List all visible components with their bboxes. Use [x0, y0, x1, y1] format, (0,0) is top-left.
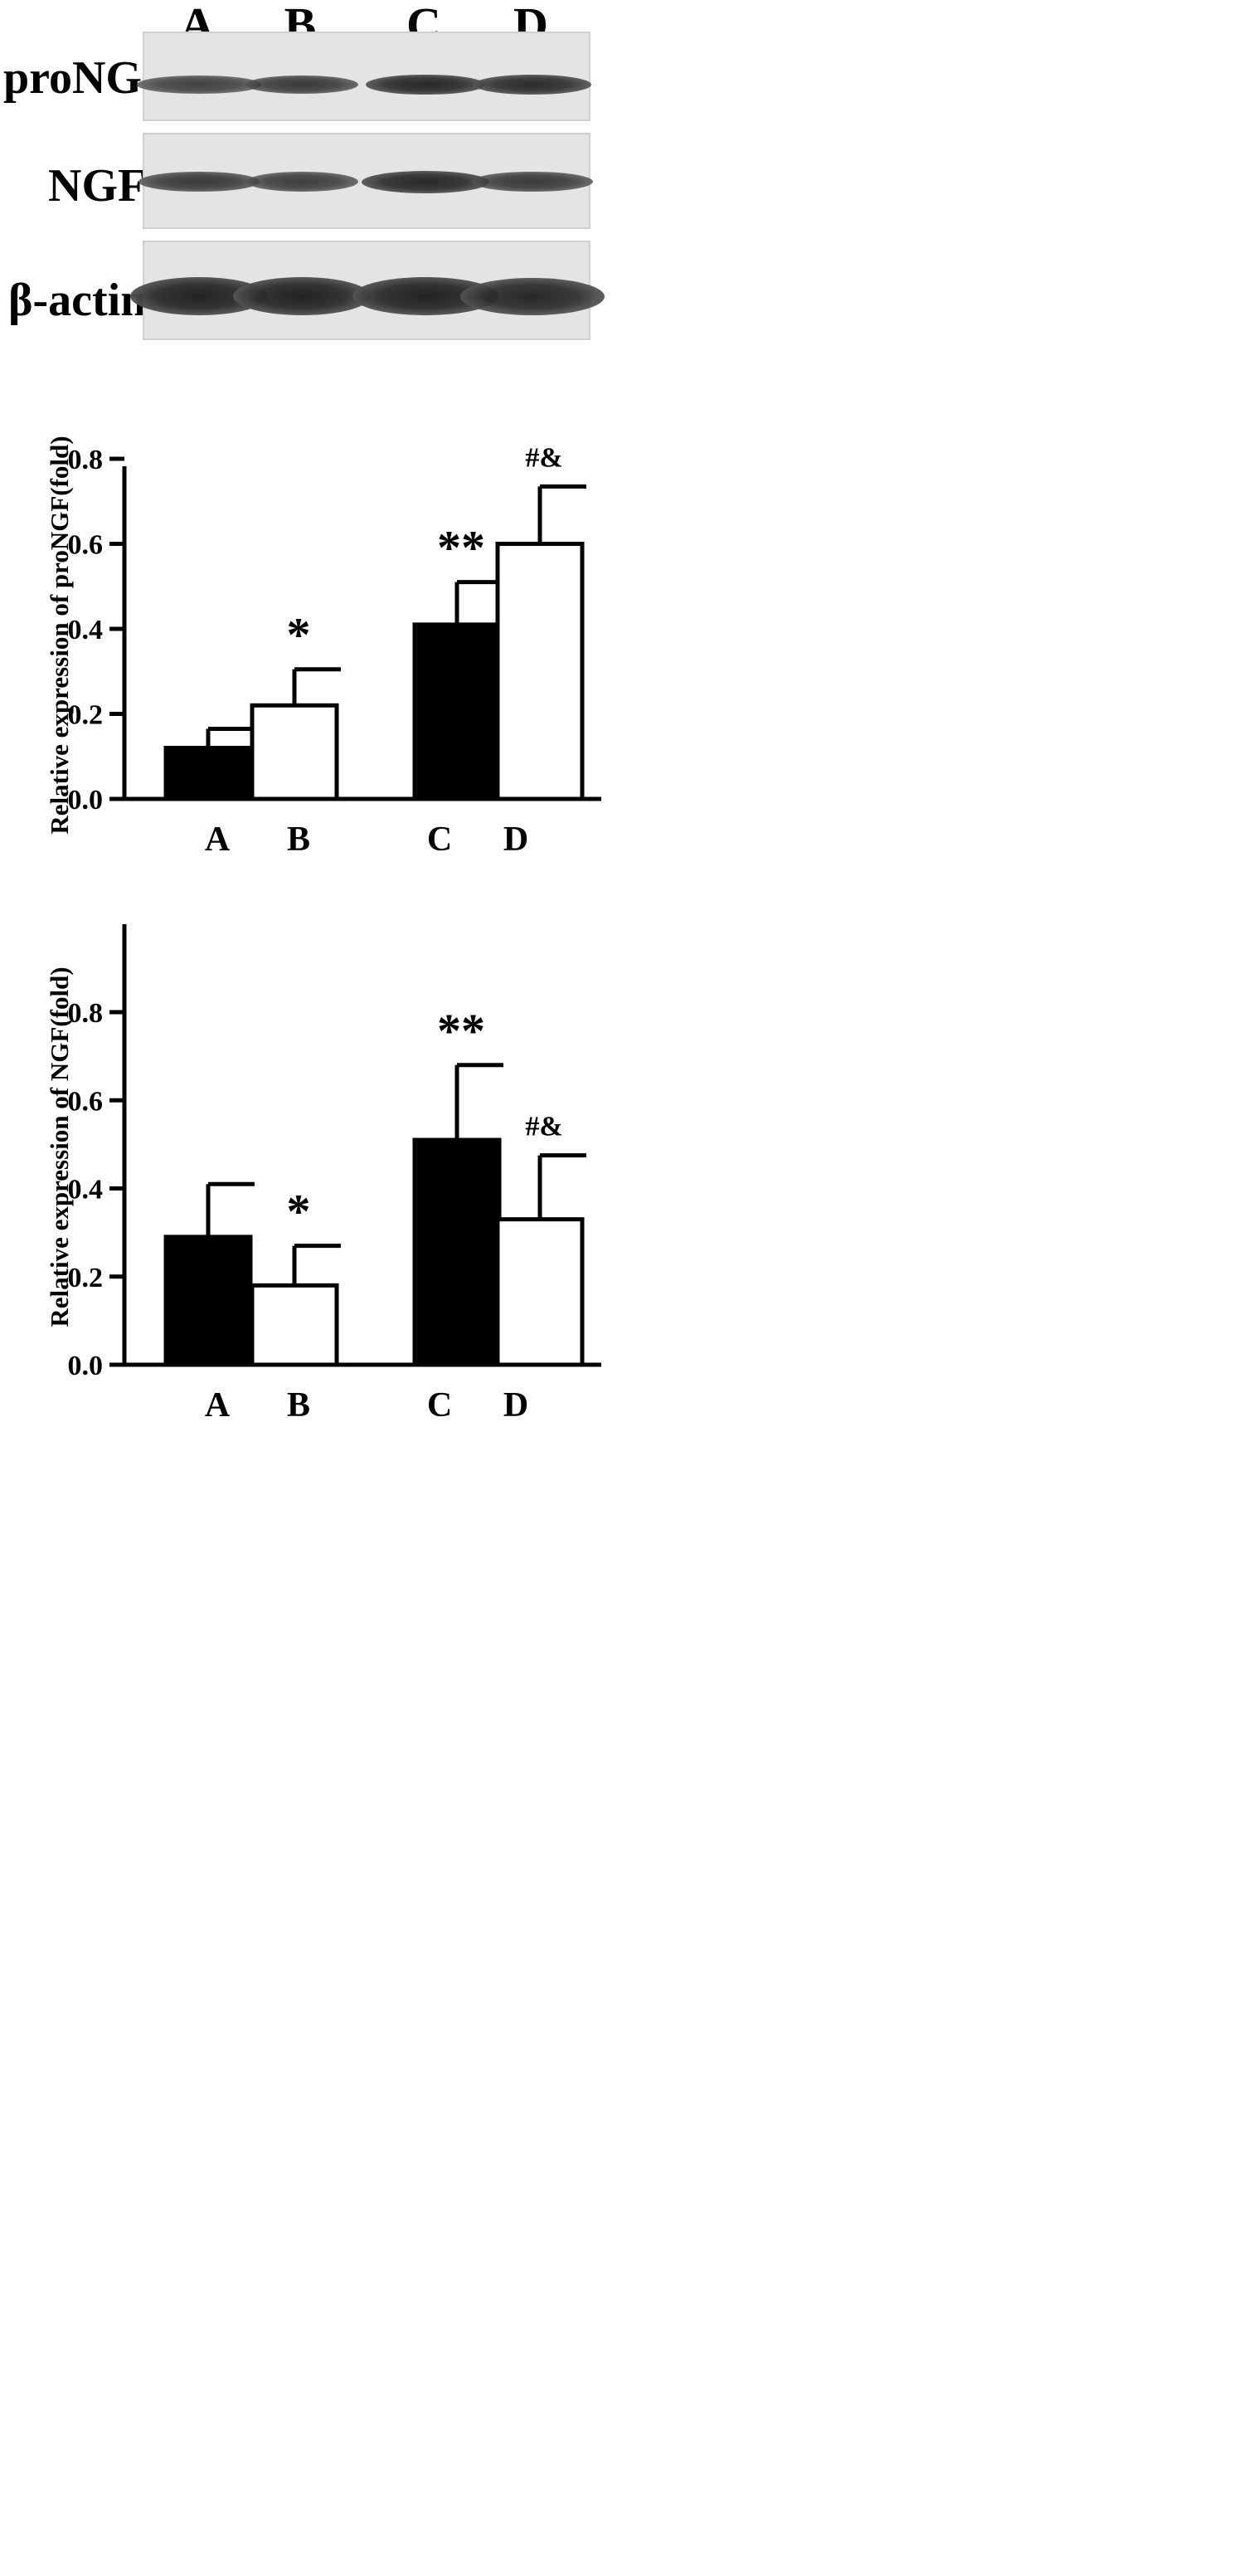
- significance-annotation: *: [287, 1185, 311, 1239]
- bar-c: [412, 622, 502, 801]
- significance-annotation: **: [437, 1004, 485, 1058]
- significance-annotation: *: [287, 608, 311, 662]
- x-tick-label: D: [503, 821, 528, 859]
- y-tick-label: 0.8: [68, 998, 104, 1029]
- y-tick-label: 0.2: [68, 700, 104, 731]
- blot-band: [460, 277, 605, 315]
- bar-a: [163, 1234, 253, 1367]
- y-tick-label: 0.6: [68, 1086, 104, 1117]
- y-axis-label: Relative expression of NGF(fold): [45, 967, 74, 1327]
- bar-b: [250, 703, 339, 801]
- y-tick-label: 0.6: [68, 530, 104, 561]
- significance-annotation: #&: [525, 1112, 562, 1142]
- significance-annotation: #&: [525, 442, 562, 473]
- blot-band: [473, 74, 592, 95]
- bar-a: [163, 746, 253, 801]
- bar-c: [412, 1137, 502, 1367]
- blot-band: [365, 74, 486, 95]
- y-tick-label: 0.8: [68, 445, 104, 475]
- bar-d: [495, 542, 585, 801]
- x-tick-label: C: [427, 1386, 452, 1424]
- blot-row-label-beta-actin: β-actin: [8, 275, 147, 326]
- y-tick-label: 0.4: [68, 1175, 104, 1205]
- blot-band: [138, 171, 260, 192]
- blot-panel: [130, 241, 605, 340]
- x-tick-label: C: [427, 821, 452, 859]
- y-axis-label: Relative expression of proNGF(fold): [45, 436, 74, 834]
- x-tick-label: D: [503, 1386, 528, 1424]
- x-tick-label: B: [287, 1386, 310, 1424]
- blot-band: [472, 171, 593, 192]
- x-tick-label: B: [287, 821, 310, 859]
- blot-panel: [138, 133, 593, 229]
- blot-panel: [136, 32, 592, 121]
- y-tick-label: 0.2: [68, 1263, 104, 1293]
- blot-band: [245, 75, 359, 95]
- y-tick-label: 0.4: [68, 615, 104, 645]
- blot-row-label-prongf: proNGF: [3, 52, 171, 104]
- bar-d: [495, 1217, 585, 1367]
- blot-band: [233, 277, 371, 315]
- bar-b: [250, 1283, 339, 1367]
- x-tick-label: A: [205, 821, 231, 859]
- blot-band: [362, 170, 489, 193]
- significance-annotation: **: [437, 521, 485, 575]
- blot-band: [136, 75, 262, 94]
- y-tick-label: 0.0: [68, 785, 104, 816]
- x-tick-label: A: [205, 1386, 231, 1424]
- blot-band: [245, 172, 358, 192]
- blot-row-label-ngf: NGF: [48, 160, 147, 212]
- y-tick-label: 0.0: [68, 1351, 104, 1381]
